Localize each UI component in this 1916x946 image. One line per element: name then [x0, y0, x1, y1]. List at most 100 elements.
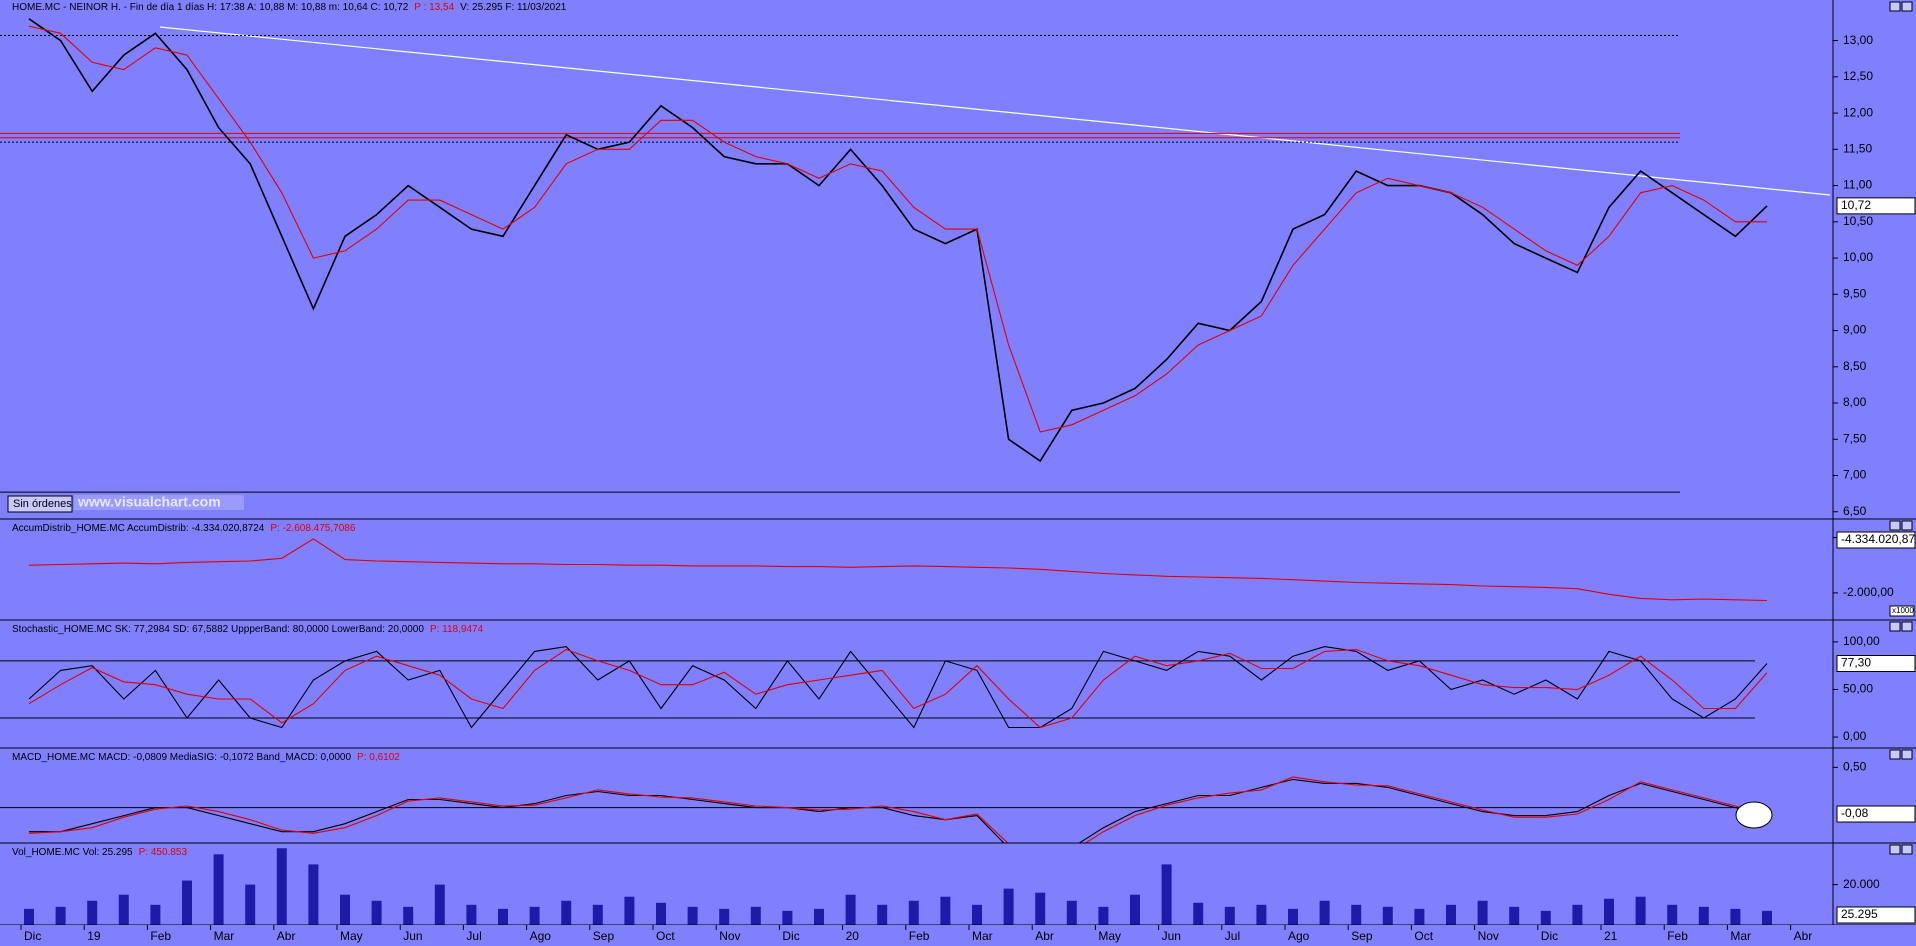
volume-bar — [1540, 910, 1551, 925]
title-part: P: 118,9474 — [430, 624, 484, 635]
volume-bar — [434, 884, 445, 925]
series-line — [28, 538, 1768, 602]
panel — [28, 538, 1768, 602]
time-label: Oct — [1414, 929, 1433, 943]
time-label: Dic — [1541, 929, 1558, 943]
title-part: Stochastic_HOME.MC SK: 77,2984 SD: 67,58… — [12, 624, 424, 635]
last-value-label: 25.295 — [1841, 907, 1878, 921]
time-label: Sep — [1351, 929, 1373, 943]
y-tick-label: 8,00 — [1843, 395, 1867, 409]
volume-bar — [55, 906, 66, 925]
volume-bar — [719, 908, 730, 925]
watermark: www.visualchart.com — [77, 494, 221, 510]
time-label: Ago — [530, 929, 552, 943]
last-value-label: -0,08 — [1841, 806, 1869, 820]
title-part: P: 0,6102 — [357, 752, 400, 763]
volume-bar — [845, 894, 856, 925]
panel-icon — [1901, 844, 1913, 855]
volume-bar — [877, 904, 888, 925]
volume-bar — [340, 894, 350, 925]
volume-bar — [371, 900, 382, 925]
orders-button[interactable] — [7, 495, 73, 513]
time-label: Feb — [150, 929, 171, 943]
time-axis-bg — [0, 925, 1916, 946]
panel-icon — [1889, 621, 1901, 632]
volume-bar — [118, 894, 129, 925]
title-part: P: 450.853 — [139, 847, 188, 858]
time-label: Dic — [782, 929, 799, 943]
orders-button-label[interactable]: Sin órdenes — [13, 498, 72, 510]
time-label: Nov — [719, 929, 740, 943]
volume-bar — [750, 906, 761, 925]
last-value-box — [1836, 654, 1916, 672]
panel-title: Stochastic_HOME.MC SK: 77,2984 SD: 67,58… — [12, 624, 484, 635]
volume-bar — [1572, 904, 1583, 925]
y-tick-label: -2.000,00 — [1843, 585, 1894, 599]
volume-bar — [656, 902, 666, 925]
volume-bar — [1509, 906, 1520, 925]
y-tick-label: 9,50 — [1843, 286, 1867, 300]
volume-bar — [1066, 900, 1077, 925]
last-value-label: 10,72 — [1841, 198, 1871, 212]
volume-bar — [1035, 892, 1046, 925]
y-tick-label: 20.000 — [1843, 877, 1880, 891]
panel — [0, 646, 1768, 729]
volume-bar — [403, 906, 414, 925]
series-line — [28, 648, 1768, 729]
time-label: Sep — [593, 929, 615, 943]
panel-icon — [1889, 749, 1901, 760]
volume-bar — [561, 900, 572, 925]
y-tick-label: 9,00 — [1843, 323, 1867, 337]
volume-bar — [1667, 904, 1678, 925]
time-label: Oct — [656, 929, 675, 943]
volume-bar — [245, 884, 256, 925]
time-label: Abr — [1035, 929, 1054, 943]
panel-title: AccumDistrib_HOME.MC AccumDistrib: -4.33… — [12, 523, 356, 534]
volume-bar — [1730, 908, 1741, 925]
trend-line — [159, 26, 1831, 196]
volume-bar — [150, 904, 161, 925]
time-label: Mar — [972, 929, 993, 943]
volume-bar — [1351, 904, 1362, 925]
volume-bar — [908, 900, 919, 925]
volume-bar — [1161, 864, 1172, 925]
volume-bar — [1382, 906, 1393, 925]
volume-bar — [1446, 904, 1456, 925]
scale-note: x1000 — [1892, 606, 1914, 615]
volume-bar — [940, 896, 951, 925]
time-label: May — [340, 929, 363, 943]
last-value-box — [1836, 805, 1916, 823]
volume-bar — [498, 908, 508, 925]
title-part: Vol_HOME.MC Vol: 25.295 — [12, 847, 133, 858]
last-value-box — [1836, 531, 1916, 549]
last-value-label: 77,30 — [1841, 656, 1871, 670]
title-part: P : 13,54 — [414, 2, 454, 13]
time-label: 21 — [1604, 929, 1618, 943]
panel-icon — [1901, 1, 1913, 12]
volume-bar — [624, 896, 635, 925]
last-value-label: -4.334.020,87 — [1841, 532, 1915, 546]
panel-title: Vol_HOME.MC Vol: 25.295 P: 450.853 — [12, 847, 187, 858]
volume-bar — [1477, 900, 1488, 925]
title-part: MACD_HOME.MC MACD: -0,0809 MediaSIG: -0,… — [12, 752, 351, 763]
time-label: Ago — [1288, 929, 1310, 943]
time-label: Jul — [1225, 929, 1240, 943]
volume-bar — [1193, 902, 1204, 925]
panel-icon — [1889, 520, 1901, 531]
volume-bar — [87, 900, 98, 925]
volume-bar — [814, 908, 824, 925]
y-tick-label: 8,50 — [1843, 359, 1867, 373]
volume-bar — [1288, 908, 1298, 925]
y-tick-label: 12,50 — [1843, 69, 1873, 83]
volume-bar — [1604, 898, 1614, 925]
volume-bar — [1762, 910, 1772, 925]
y-tick-label: 0,50 — [1843, 759, 1867, 773]
time-label: Mar — [214, 929, 235, 943]
y-tick-label: 10,00 — [1843, 250, 1873, 264]
volume-bar — [592, 904, 603, 925]
title-part: AccumDistrib_HOME.MC AccumDistrib: -4.33… — [12, 523, 265, 534]
panel-icon — [1901, 621, 1913, 632]
y-tick-label: 10,50 — [1843, 214, 1873, 228]
